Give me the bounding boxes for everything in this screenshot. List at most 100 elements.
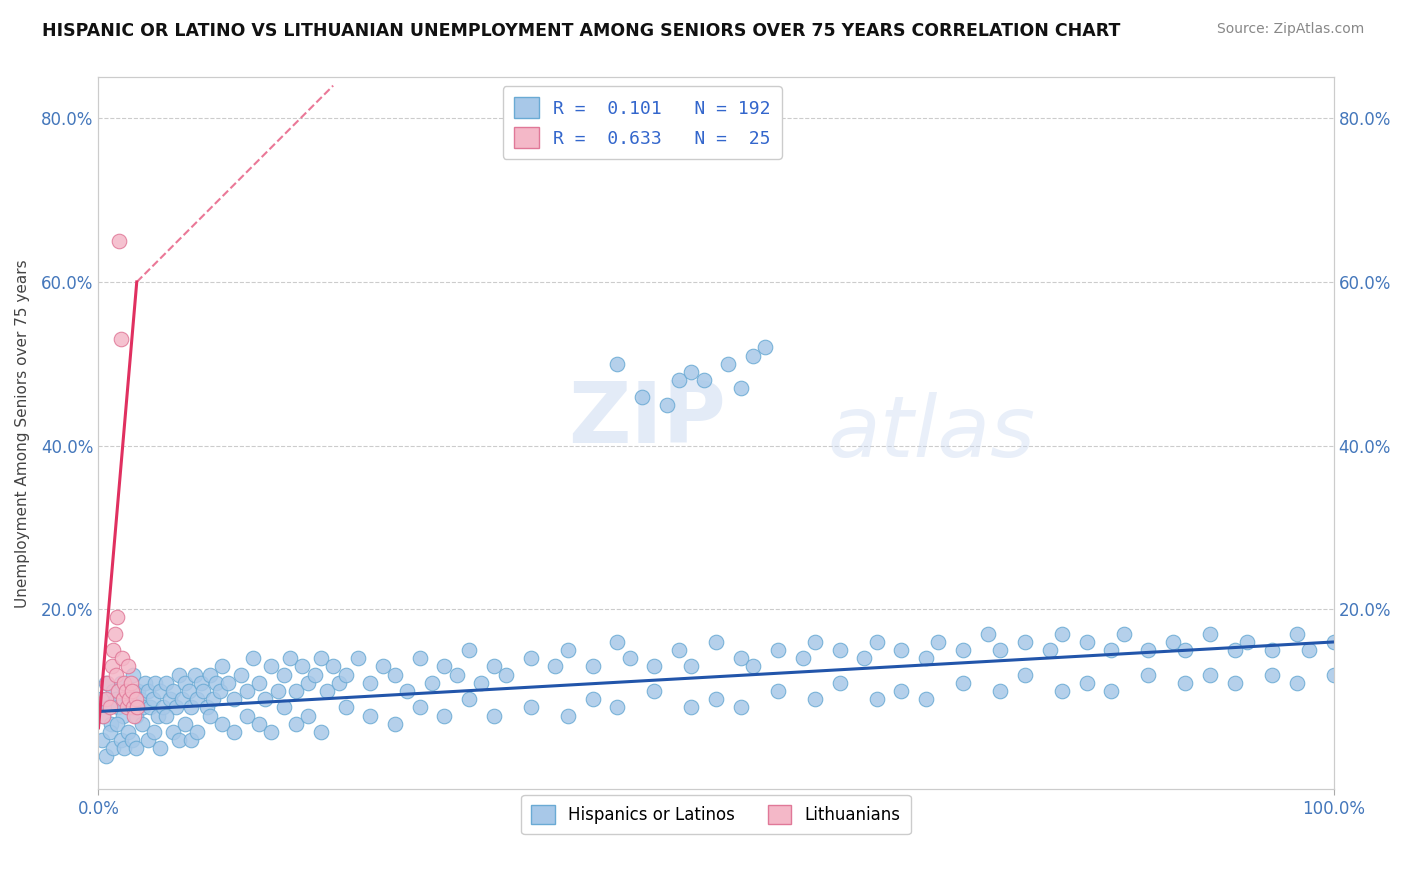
Point (155, 676, 177, 690)
Point (619, 651, 641, 665)
Point (717, 357, 740, 371)
Point (977, 627, 1000, 641)
Point (121, 684, 143, 698)
Point (1261, 643, 1284, 657)
Point (1076, 676, 1098, 690)
Point (110, 733, 132, 747)
Point (224, 725, 246, 739)
Point (120, 676, 142, 690)
Point (309, 651, 332, 665)
Point (927, 635, 949, 649)
Text: atlas: atlas (827, 392, 1035, 475)
Point (110, 676, 132, 690)
Text: ZIP: ZIP (568, 377, 725, 460)
Point (1161, 635, 1184, 649)
Point (132, 700, 155, 714)
Point (890, 684, 912, 698)
Point (110, 332, 132, 346)
Point (693, 373, 716, 387)
Point (335, 667, 357, 681)
Point (359, 708, 381, 723)
Point (520, 651, 543, 665)
Point (322, 659, 344, 673)
Point (204, 676, 226, 690)
Point (129, 692, 152, 706)
Point (681, 365, 703, 379)
Point (143, 725, 166, 739)
Point (643, 684, 665, 698)
Point (162, 684, 184, 698)
Point (105, 716, 128, 731)
Point (309, 725, 332, 739)
Point (285, 684, 308, 698)
Point (136, 733, 159, 747)
Point (1285, 676, 1308, 690)
Point (98, 700, 121, 714)
Point (165, 700, 187, 714)
Point (297, 676, 319, 690)
Point (988, 684, 1011, 698)
Point (1014, 667, 1036, 681)
Point (704, 692, 727, 706)
Point (247, 676, 270, 690)
Point (952, 643, 974, 657)
Point (186, 725, 208, 739)
Point (766, 643, 789, 657)
Point (120, 700, 142, 714)
Point (224, 692, 246, 706)
Point (890, 643, 912, 657)
Point (260, 659, 283, 673)
Point (186, 692, 208, 706)
Point (202, 692, 225, 706)
Point (117, 725, 139, 739)
Point (742, 349, 765, 363)
Point (1199, 627, 1222, 641)
Point (114, 684, 136, 698)
Point (112, 741, 135, 756)
Point (124, 708, 146, 723)
Point (278, 651, 301, 665)
Point (297, 708, 319, 723)
Point (105, 610, 128, 624)
Point (316, 684, 339, 698)
Point (915, 692, 938, 706)
Point (122, 700, 145, 714)
Point (291, 659, 314, 673)
Point (1298, 643, 1320, 657)
Point (180, 700, 202, 714)
Point (125, 700, 148, 714)
Point (93, 708, 115, 723)
Point (581, 659, 603, 673)
Text: Source: ZipAtlas.com: Source: ZipAtlas.com (1216, 22, 1364, 37)
Point (988, 643, 1011, 657)
Point (149, 741, 172, 756)
Point (94, 692, 117, 706)
Point (681, 700, 703, 714)
Point (174, 716, 197, 731)
Point (112, 708, 135, 723)
Point (1137, 643, 1160, 657)
Point (1137, 667, 1160, 681)
Point (112, 676, 135, 690)
Point (266, 684, 288, 698)
Point (408, 651, 430, 665)
Point (1099, 643, 1122, 657)
Point (97, 700, 120, 714)
Point (1050, 684, 1073, 698)
Point (730, 381, 752, 395)
Point (101, 659, 124, 673)
Point (229, 667, 252, 681)
Point (792, 651, 814, 665)
Point (1199, 667, 1222, 681)
Point (1112, 627, 1135, 641)
Point (643, 659, 665, 673)
Point (167, 733, 190, 747)
Point (544, 659, 567, 673)
Point (260, 725, 283, 739)
Point (384, 716, 406, 731)
Point (103, 684, 125, 698)
Point (139, 700, 162, 714)
Point (606, 635, 628, 649)
Point (668, 643, 690, 657)
Point (420, 676, 443, 690)
